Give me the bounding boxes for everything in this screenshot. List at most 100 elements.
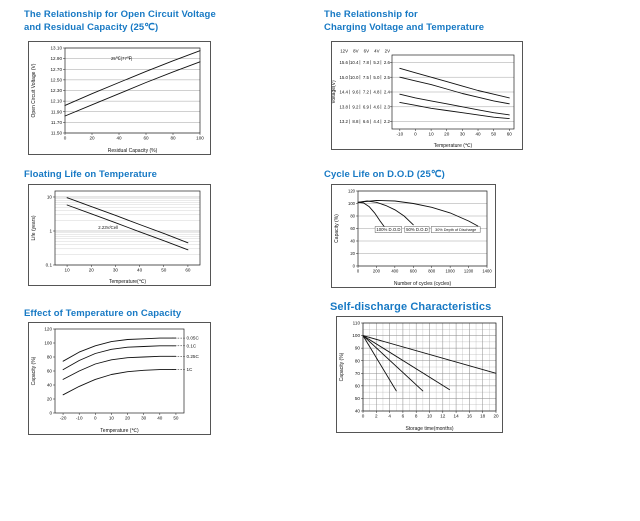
svg-text:20: 20 [444, 132, 450, 137]
svg-text:0: 0 [64, 136, 67, 141]
svg-text:60: 60 [507, 132, 513, 137]
svg-text:0: 0 [414, 132, 417, 137]
svg-text:20: 20 [89, 136, 95, 141]
svg-text:Life (years): Life (years) [31, 215, 37, 240]
svg-text:60: 60 [185, 268, 191, 273]
chart-title-charging-voltage: The Relationship for Charging Voltage an… [324, 8, 584, 34]
svg-text:30: 30 [113, 268, 119, 273]
svg-text:0.1: 0.1 [46, 263, 53, 268]
svg-text:1000: 1000 [445, 269, 455, 274]
svg-text:15.0: 15.0 [339, 75, 348, 80]
svg-text:13.2: 13.2 [339, 119, 348, 124]
svg-text:40: 40 [355, 409, 361, 414]
svg-text:14: 14 [454, 414, 460, 419]
svg-text:9.6: 9.6 [352, 90, 359, 95]
svg-text:40: 40 [157, 416, 163, 421]
svg-text:80: 80 [170, 136, 176, 141]
svg-text:12.50: 12.50 [51, 77, 63, 82]
svg-text:20: 20 [350, 251, 355, 256]
temperature-capacity-chart: -20 -10 0 10 20 30 40 50 0 20 40 60 80 100 120 Temperat… [31, 327, 200, 434]
svg-text:12.10: 12.10 [51, 99, 63, 104]
svg-text:110: 110 [353, 321, 361, 326]
chart-title-self-discharge: Self-discharge Characteristics [330, 300, 590, 314]
svg-text:20: 20 [493, 414, 499, 419]
floating-life-chart: 10 20 30 40 50 60 0.1 1 10 Temperature(℃) Life (ye… [31, 190, 201, 285]
svg-text:50: 50 [355, 396, 361, 401]
svg-text:20: 20 [125, 416, 131, 421]
svg-text:25℃(77℉): 25℃(77℉) [111, 56, 133, 61]
svg-text:13.8: 13.8 [339, 104, 348, 109]
svg-text:-10: -10 [76, 416, 83, 421]
figure-ocv-residual: 0 20 40 60 80 100 11.50 11.70 11.90 12.10 12.30 12.… [28, 41, 211, 155]
svg-text:7.2: 7.2 [363, 90, 370, 95]
svg-text:Open Circuit Voltage (V): Open Circuit Voltage (V) [31, 63, 37, 117]
svg-text:70: 70 [355, 371, 361, 376]
svg-text:30: 30 [141, 416, 147, 421]
svg-text:Capacity (%): Capacity (%) [339, 352, 345, 381]
svg-text:30% Depth of Discharge: 30% Depth of Discharge [435, 228, 476, 232]
svg-text:30: 30 [460, 132, 466, 137]
svg-text:1200: 1200 [464, 269, 474, 274]
svg-text:Storage time(months): Storage time(months) [405, 426, 453, 432]
svg-text:4: 4 [388, 414, 391, 419]
svg-text:4V: 4V [374, 49, 379, 54]
svg-text:9.2: 9.2 [352, 104, 359, 109]
svg-text:2V: 2V [385, 49, 390, 54]
svg-text:50: 50 [173, 416, 179, 421]
svg-text:15.6: 15.6 [339, 60, 348, 65]
svg-text:6.9: 6.9 [363, 104, 370, 109]
svg-text:12.70: 12.70 [51, 67, 63, 72]
svg-text:16: 16 [467, 414, 473, 419]
self-discharge-chart: 0 2 4 6 8 10 12 14 16 18 20 40 50 60 70 80 90 100 110 Stora… [339, 321, 499, 432]
svg-text:50: 50 [161, 268, 167, 273]
svg-text:40: 40 [47, 383, 53, 388]
svg-text:0: 0 [94, 416, 97, 421]
svg-text:2.3: 2.3 [384, 104, 391, 109]
svg-text:7.8: 7.8 [363, 60, 370, 65]
svg-text:2.2: 2.2 [384, 119, 391, 124]
svg-text:12V: 12V [340, 49, 348, 54]
svg-text:200: 200 [373, 269, 381, 274]
svg-text:10: 10 [109, 416, 115, 421]
svg-text:Voltage(V): Voltage(V) [332, 80, 337, 104]
svg-text:100: 100 [44, 341, 52, 346]
svg-text:8.8: 8.8 [352, 119, 359, 124]
svg-text:60: 60 [47, 369, 53, 374]
svg-text:6: 6 [402, 414, 405, 419]
svg-text:40: 40 [137, 268, 143, 273]
svg-text:40: 40 [116, 136, 122, 141]
svg-text:8V: 8V [353, 49, 358, 54]
svg-text:10: 10 [47, 195, 53, 200]
svg-text:40: 40 [475, 132, 481, 137]
svg-text:11.70: 11.70 [51, 120, 63, 125]
title-line-1: The Relationship for Open Circuit Voltag… [24, 9, 216, 20]
svg-text:Residual Capacity (%): Residual Capacity (%) [108, 148, 158, 154]
svg-text:10.0: 10.0 [350, 75, 359, 80]
svg-text:12: 12 [440, 414, 446, 419]
svg-text:0.25C: 0.25C [187, 354, 200, 359]
svg-text:20: 20 [47, 397, 53, 402]
svg-text:60: 60 [350, 226, 355, 231]
svg-text:60: 60 [143, 136, 149, 141]
svg-text:12.90: 12.90 [51, 56, 63, 61]
svg-text:40: 40 [350, 239, 355, 244]
title-line-1: Floating Life on Temperature [24, 169, 157, 180]
svg-text:Temperature (℃): Temperature (℃) [100, 428, 139, 434]
svg-text:60: 60 [355, 383, 361, 388]
svg-text:100% D.O.D: 100% D.O.D [376, 227, 400, 232]
svg-text:80: 80 [47, 355, 53, 360]
figure-floating-life: 10 20 30 40 50 60 0.1 1 10 Temperature(℃) Life (ye… [28, 184, 211, 286]
figure-cycle-life: 0 200 400 600 800 1000 1200 1400 0 20 40 60 80 100 120… [331, 184, 496, 288]
figure-charging-voltage: -10 0 10 20 30 40 50 60 12V 8V 6V 4V 2V 15.6 10.4 7.8 5.… [331, 41, 523, 150]
svg-text:0: 0 [353, 264, 356, 269]
svg-text:400: 400 [391, 269, 399, 274]
svg-text:2.4: 2.4 [384, 90, 391, 95]
svg-text:4.4: 4.4 [373, 119, 380, 124]
svg-text:Capacity (%): Capacity (%) [31, 356, 37, 385]
svg-text:800: 800 [428, 269, 436, 274]
svg-text:18: 18 [480, 414, 486, 419]
title-line-1: Cycle Life on D.O.D (25℃) [324, 169, 445, 180]
title-line-1: Effect of Temperature on Capacity [24, 308, 182, 319]
